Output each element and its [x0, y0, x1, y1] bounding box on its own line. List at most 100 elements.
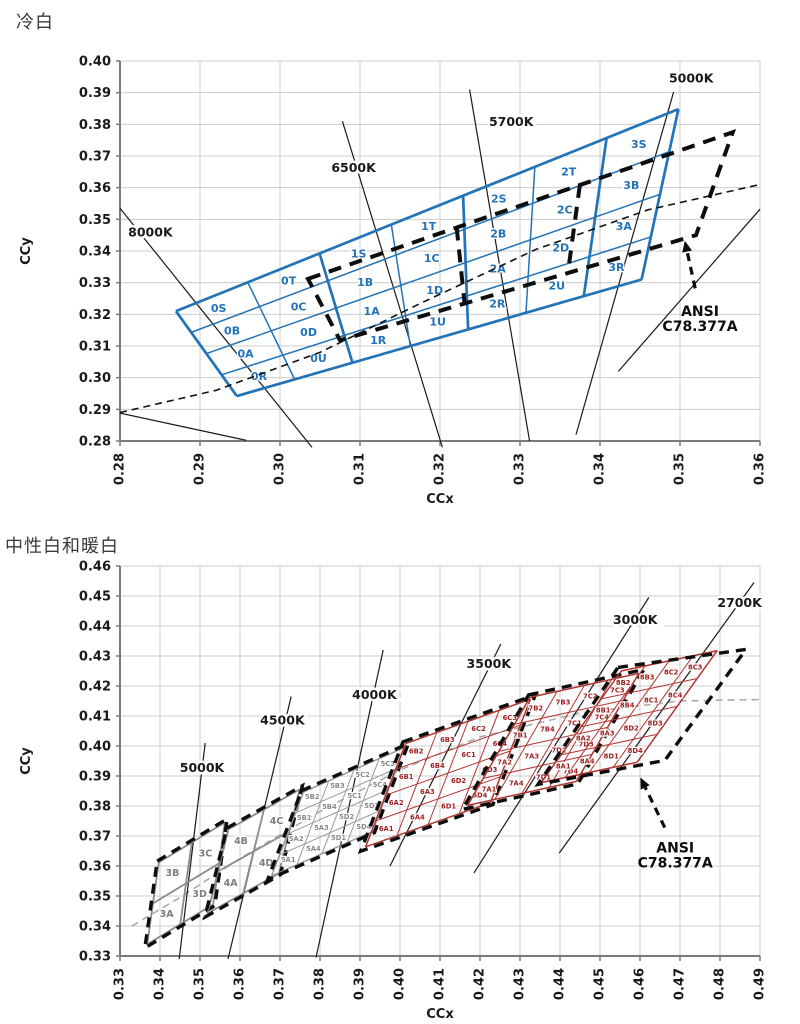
cct-label: 3500K — [467, 656, 513, 671]
bin-label: 3B — [165, 868, 179, 879]
x-tick-label: 0.42 — [473, 968, 488, 1000]
bin-label: 8D3 — [648, 719, 663, 727]
bin-label: 6C1 — [461, 751, 476, 759]
bin-label: 7D3 — [579, 740, 594, 748]
bin-label: 8A4 — [580, 757, 595, 765]
x-axis-title: CCx — [426, 492, 454, 507]
y-tick-label: 0.38 — [79, 118, 111, 133]
cct-label: 5700K — [489, 114, 535, 129]
bin-label: 8C4 — [668, 691, 683, 699]
x-tick-label: 0.48 — [713, 968, 728, 1000]
x-tick-label: 0.33 — [113, 968, 128, 1000]
cool-white-title: 冷白 — [16, 12, 54, 33]
cct-label: 5000K — [669, 70, 715, 85]
y-tick-label: 0.38 — [79, 800, 111, 815]
y-tick-label: 0.33 — [79, 950, 111, 965]
bin-label: 8C1 — [644, 696, 659, 704]
bin-label: 6B4 — [430, 762, 445, 770]
bin-label: 7C3 — [610, 686, 625, 694]
bin-label: 6C3 — [503, 714, 518, 722]
bin-label: 4C — [270, 816, 284, 827]
bin-label: 0B — [224, 325, 240, 338]
cct-label: 5000K — [180, 760, 226, 775]
bin-label: 6D1 — [441, 803, 456, 811]
y-tick-label: 0.37 — [79, 149, 111, 164]
bin-label: 8D4 — [628, 747, 643, 755]
x-tick-label: 0.37 — [273, 968, 288, 1000]
bin-label: 0T — [281, 275, 297, 288]
y-tick-label: 0.36 — [79, 860, 111, 875]
bin-label: 8B3 — [640, 674, 655, 682]
bin-label: 4B — [234, 836, 248, 847]
bin-label: 2C — [557, 203, 573, 216]
y-tick-label: 0.43 — [79, 650, 111, 665]
bin-label: 5A4 — [306, 845, 321, 853]
bin-label: 3D — [192, 889, 207, 900]
y-axis-title: CCy — [19, 237, 34, 265]
ansi-annotation-text: ANSI — [656, 841, 694, 857]
x-tick-label: 0.38 — [313, 968, 328, 1000]
cct-lines: 8000K 6500K 5700K 5000K — [119, 68, 761, 448]
x-tick-label: 0.31 — [353, 453, 368, 485]
ansi-bin-outline — [459, 666, 648, 812]
bin-label: 3C — [199, 848, 213, 859]
bin-label: 8A1 — [556, 762, 571, 770]
bin-label: 8C3 — [688, 663, 703, 671]
y-tick-label: 0.45 — [79, 590, 111, 605]
bin-label: 8A3 — [600, 729, 615, 737]
bin-label: 5D1 — [331, 834, 346, 842]
axes: 0.33 0.34 0.35 0.36 0.37 0.38 0.39 0.40 0.41 0.42… — [19, 560, 768, 1023]
bin-label: 7C2 — [583, 692, 598, 700]
bin-label: 6A1 — [379, 825, 394, 833]
bin-label: 5C3 — [381, 760, 396, 768]
bin-label: 8B2 — [616, 679, 631, 687]
x-tick-label: 0.35 — [193, 968, 208, 1000]
y-tick-label: 0.29 — [79, 403, 111, 418]
bins-2700K-group8: 8B2 8B3 8C2 8C3 8B1 8B4 8C1 8C4 8A2 8A3 8D2 8D3 8A1 8… — [540, 649, 718, 784]
cool-white-chart: 0.28 0.29 0.30 0.31 0.32 0.33 0.34 0.35 0.36 0.28… — [19, 54, 768, 507]
x-tick-label: 0.46 — [633, 968, 648, 1000]
x-tick-label: 0.28 — [113, 453, 128, 485]
x-tick-label: 0.36 — [753, 453, 768, 485]
bin-label: 1R — [370, 334, 387, 347]
bin-label: 0C — [291, 300, 307, 313]
x-axis-title: CCx — [426, 1007, 454, 1022]
x-tick-label: 0.29 — [193, 453, 208, 485]
bins-4000K-group5: 5B2 5B3 5C2 5C3 5B1 5B4 5C1 5C4 5A2 5A3 5D2 5D3 5A1 5… — [270, 746, 406, 877]
bin-label: 5A1 — [281, 856, 296, 864]
axes: 0.28 0.29 0.30 0.31 0.32 0.33 0.34 0.35 0.36 0.28… — [19, 54, 768, 507]
bin-label: 8C2 — [664, 669, 679, 677]
ansi-annotation-text: ANSI — [681, 304, 719, 320]
bin-label: 5D3 — [364, 802, 379, 810]
bin-label: 1S — [351, 247, 367, 260]
bin-label: 6A2 — [389, 799, 404, 807]
cct-lines: 5000K 4500K 4000K 3500K 3000K 2700K — [177, 582, 766, 960]
bin-label: 5C4 — [373, 781, 388, 789]
cct-label: 2700K — [717, 595, 763, 610]
planckian-locus-dashed — [119, 183, 761, 414]
y-tick-label: 0.39 — [79, 770, 111, 785]
bin-label: 5D2 — [339, 813, 354, 821]
bin-label: 6B2 — [409, 747, 424, 755]
bin-label: 0D — [300, 326, 317, 339]
ansi-bin-outline — [357, 691, 539, 855]
y-tick-label: 0.32 — [79, 308, 111, 323]
y-tick-label: 0.37 — [79, 830, 111, 845]
bin-label: 6A4 — [410, 814, 425, 822]
bin-label: 7B3 — [556, 698, 571, 706]
cct-label: 4500K — [260, 713, 306, 728]
cct-label: 8000K — [128, 225, 174, 240]
bin-label: 3A — [616, 220, 633, 233]
bin-label: 1U — [429, 316, 446, 329]
bin-label: 5A3 — [314, 824, 329, 832]
bin-label: 7D4 — [563, 767, 578, 775]
bin-label: 6B1 — [399, 773, 414, 781]
y-tick-label: 0.34 — [79, 244, 111, 259]
x-tick-label: 0.41 — [433, 968, 448, 1000]
bin-label: 6C2 — [471, 725, 486, 733]
bin-label: 5D4 — [356, 823, 371, 831]
ansi-bin-outline — [142, 815, 230, 952]
x-tick-label: 0.43 — [513, 968, 528, 1000]
bin-label: 2D — [552, 241, 569, 254]
